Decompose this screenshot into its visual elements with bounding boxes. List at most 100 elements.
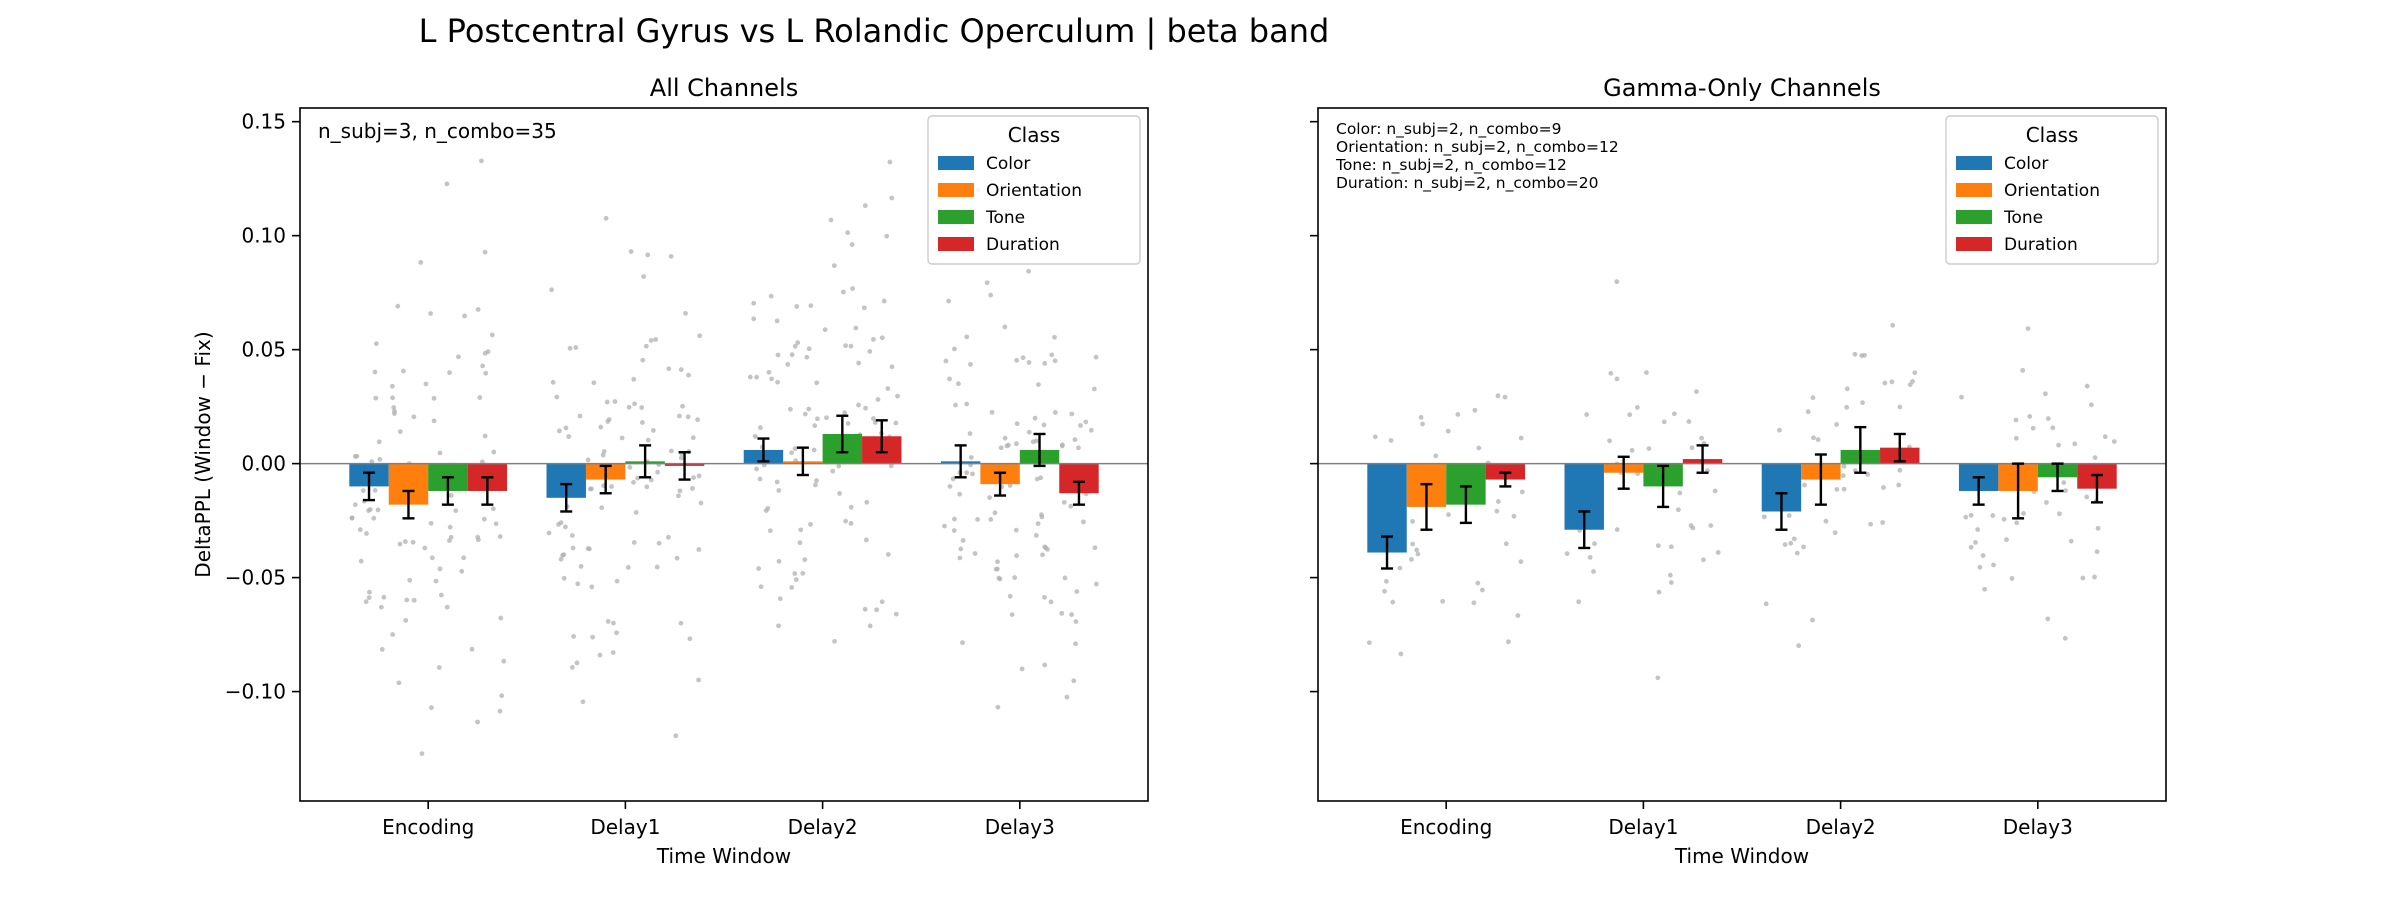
scatter-point [1982, 586, 1988, 592]
error-bar [363, 471, 376, 502]
scatter-point [563, 425, 569, 431]
error-bar [1893, 432, 1906, 463]
scatter-point [691, 475, 696, 480]
scatter-point [1014, 421, 1020, 427]
scatter-point [686, 372, 691, 378]
legend: Class Color Orientation Tone Duration [927, 115, 1141, 265]
error-bar [2012, 462, 2025, 520]
scatter-point [1614, 279, 1620, 285]
scatter-point [462, 313, 467, 319]
scatter-point [407, 577, 413, 583]
scatter-point [469, 646, 475, 652]
scatter-point [2020, 367, 2026, 373]
scatter-point [1629, 447, 1635, 453]
scatter-point [475, 307, 481, 312]
scatter-point [378, 604, 384, 610]
scatter-point [747, 374, 753, 380]
scatter-point [447, 370, 452, 376]
legend-swatch-tone [938, 210, 974, 224]
scatter-point [436, 665, 442, 670]
scatter-point [957, 555, 963, 561]
scatter-point [431, 395, 437, 401]
scatter-point [491, 449, 497, 455]
legend-swatch-duration [1956, 237, 1992, 251]
scatter-point [690, 486, 695, 491]
scatter-point [1852, 351, 1858, 357]
legend-swatch-orientation [938, 183, 974, 197]
scatter-point [666, 366, 672, 372]
scatter-point [1476, 445, 1482, 451]
scatter-point [1868, 521, 1874, 527]
scatter-point [558, 520, 564, 526]
scatter-point [887, 159, 893, 165]
scatter-point [578, 564, 584, 569]
error-bar [599, 464, 612, 495]
scatter-point [1897, 467, 1903, 473]
scatter-point [631, 479, 636, 485]
scatter-point [751, 316, 757, 322]
scatter-point [953, 402, 958, 408]
scatter-point [546, 530, 552, 536]
scatter-point [1712, 488, 1718, 494]
scatter-point [395, 303, 401, 309]
scatter-point [437, 566, 443, 572]
scatter-point [1002, 324, 1008, 330]
scatter-point [1479, 587, 1485, 593]
x-tick-label: Delay2 [788, 815, 858, 839]
error-bar [1578, 510, 1591, 550]
scatter-point [808, 521, 813, 527]
scatter-point [677, 413, 682, 419]
scatter-point [1059, 443, 1065, 449]
scatter-point [678, 367, 684, 372]
scatter-point [428, 705, 434, 711]
scatter-point [683, 310, 688, 316]
scatter-point [1020, 355, 1026, 361]
scatter-point [631, 540, 637, 545]
scatter-point [814, 478, 819, 484]
scatter-point [1446, 512, 1451, 518]
scatter-point [867, 349, 873, 354]
scatter-point [2084, 383, 2090, 389]
scatter-point [830, 468, 836, 474]
scatter-point [2111, 439, 2117, 444]
scatter-point [848, 521, 854, 526]
scatter-point [1607, 438, 1612, 444]
scatter-point [1014, 441, 1019, 447]
error-bar [402, 489, 415, 520]
scatter-point [403, 617, 409, 623]
scatter-point [1667, 572, 1673, 578]
error-bar [757, 437, 770, 463]
scatter-point [1655, 675, 1661, 681]
scatter-point [1761, 514, 1767, 520]
scatter-point [997, 576, 1003, 582]
scatter-point [1418, 414, 1424, 420]
scatter-point [569, 533, 575, 538]
scatter-point [366, 595, 372, 600]
scatter-point [612, 399, 618, 404]
scatter-point [606, 417, 612, 422]
scatter-point [775, 352, 781, 358]
y-tick-label: −0.10 [225, 680, 286, 704]
scatter-point [1042, 594, 1047, 600]
scatter-point [813, 482, 818, 488]
scatter-point [687, 636, 693, 642]
scatter-point [396, 680, 402, 686]
scatter-point [1896, 482, 1902, 488]
scatter-point [958, 546, 964, 552]
scatter-point [1840, 473, 1846, 479]
scatter-point [2027, 414, 2033, 419]
scatter-point [960, 640, 965, 646]
scatter-point [1656, 589, 1662, 595]
legend-label: Duration [986, 235, 1060, 255]
scatter-point [1009, 612, 1015, 618]
y-tick-label: 0.15 [241, 110, 286, 134]
x-axis-label: Time Window [1674, 844, 1809, 868]
scatter-point [654, 564, 660, 570]
scatter-point [879, 599, 885, 605]
scatter-point [988, 516, 994, 522]
scatter-point [1708, 523, 1714, 528]
scatter-point [1881, 485, 1886, 490]
scatter-point [633, 509, 639, 515]
scatter-point [1059, 610, 1065, 616]
scatter-point [2084, 494, 2090, 500]
